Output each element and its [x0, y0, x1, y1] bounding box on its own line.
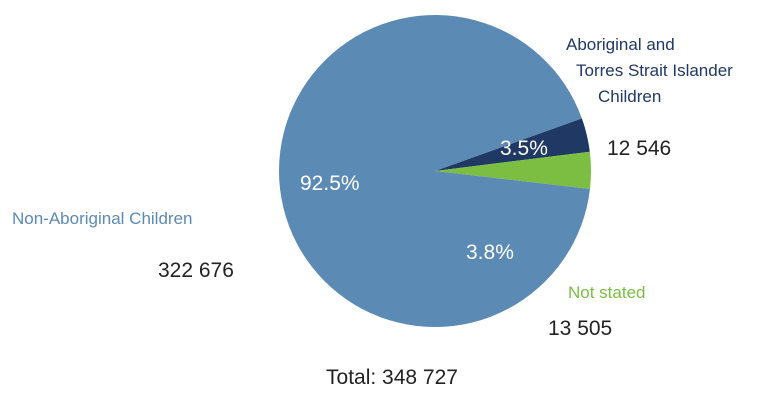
label-aboriginal-line-2: Torres Strait Islander: [576, 61, 733, 80]
label-non-aboriginal: Non-Aboriginal Children: [12, 209, 193, 228]
percent-non-aboriginal: 92.5%: [300, 172, 360, 195]
label-aboriginal-line-3: Children: [598, 87, 662, 106]
percent-not-stated: 3.8%: [466, 241, 514, 264]
label-aboriginal-line-1: Aboriginal and: [566, 35, 675, 54]
label-not-stated: Not stated: [568, 283, 646, 302]
pie-slice-aboriginal-and-torres-strait-islander-children: [435, 118, 590, 171]
pie-slice-non-aboriginal-children: [279, 15, 590, 328]
pie-slices: [279, 15, 592, 328]
value-aboriginal: 12 546: [607, 137, 672, 160]
total-label: Total: 348 727: [326, 366, 458, 389]
value-non-aboriginal: 322 676: [158, 259, 234, 282]
value-not-stated: 13 505: [548, 317, 613, 340]
pie-slice-not-stated: [435, 151, 592, 189]
percent-aboriginal: 3.5%: [500, 137, 548, 160]
